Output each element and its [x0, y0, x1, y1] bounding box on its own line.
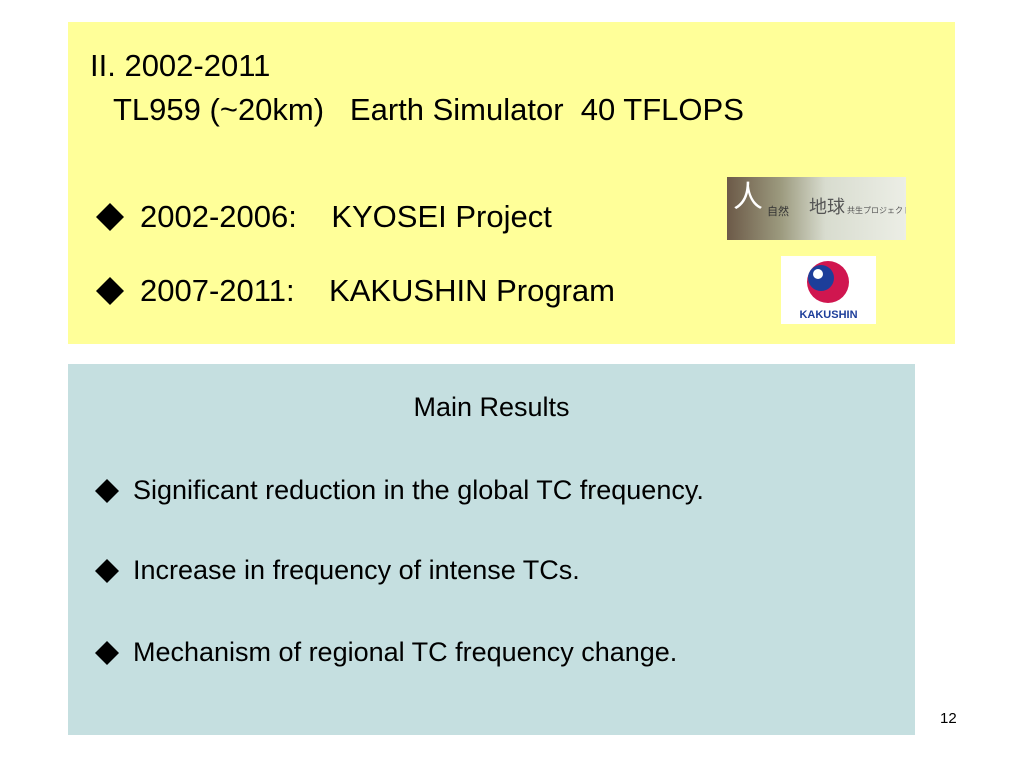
title: II. 2002-2011 [90, 48, 271, 83]
kakushin-logo: KAKUSHIN [781, 256, 876, 324]
bullet [95, 641, 119, 665]
bullet [95, 559, 119, 583]
bullet [95, 479, 119, 503]
result-item: Significant reduction in the global TC f… [133, 475, 704, 505]
result-item: Mechanism of regional TC frequency chang… [133, 637, 678, 667]
bullet [96, 203, 124, 231]
logo-text: 共生プロジェクト [847, 206, 906, 215]
result-item: Increase in frequency of intense TCs. [133, 555, 580, 585]
logo-text: 自然 [767, 206, 789, 218]
subtitle: TL959 (~20km) Earth Simulator 40 TFLOPS [113, 92, 744, 127]
kyosei-logo: 人 自然 地球 共生プロジェクト [727, 177, 906, 240]
bullet [96, 277, 124, 305]
item: 2007-2011: KAKUSHIN Program [140, 273, 615, 308]
page-number: 12 [940, 710, 957, 727]
results-box [68, 364, 915, 735]
item: 2002-2006: KYOSEI Project [140, 199, 552, 234]
logo-text: 人 [733, 180, 763, 215]
logo-mark [807, 261, 849, 303]
logo-text: 地球 [809, 197, 845, 218]
heading: Main Results [413, 392, 570, 422]
logo-text: KAKUSHIN [799, 309, 858, 321]
